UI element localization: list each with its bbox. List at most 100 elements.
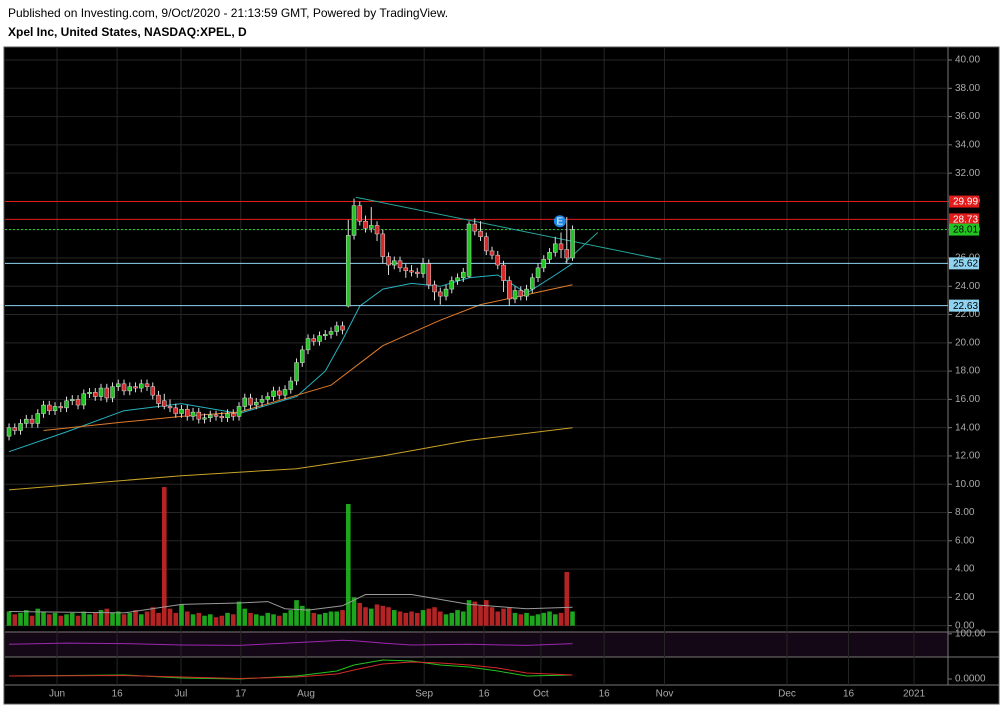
candle-body [231, 413, 236, 417]
candle-body [225, 413, 230, 419]
candle-body [311, 338, 317, 342]
volume-bar [351, 597, 357, 626]
level-label-bg [949, 299, 979, 312]
volume-bar [248, 612, 253, 626]
volume-bar [64, 614, 69, 626]
candle-body [449, 280, 455, 290]
volume-bar [305, 608, 311, 626]
volume-bar [69, 612, 75, 626]
trend-line [355, 196, 662, 260]
candle-body [219, 416, 225, 419]
volume-bar [299, 605, 305, 626]
volume-bar [184, 611, 190, 626]
x-tick-label: Jun [49, 689, 65, 700]
candle-body [495, 254, 501, 266]
candle-body [6, 427, 12, 437]
volume-bar [455, 610, 460, 626]
volume-bar [29, 615, 35, 626]
volume-bar [363, 607, 368, 626]
volume-bar [52, 612, 58, 626]
volume-bar [271, 614, 276, 626]
candle-body [420, 263, 426, 274]
candle-body [518, 290, 524, 297]
level-label: 25.62 [953, 258, 978, 269]
candle-body [139, 383, 144, 389]
candle-body [24, 418, 29, 424]
candle-body [489, 250, 495, 256]
candle-body [386, 256, 391, 266]
y-tick-label: 20.00 [955, 337, 980, 348]
candle-body [472, 223, 478, 232]
candle-body [173, 407, 179, 414]
y-tick-label: 24.00 [955, 281, 980, 292]
candle-body [41, 404, 46, 414]
volume-bar [518, 614, 524, 626]
volume-bar [133, 610, 138, 626]
x-tick-label: Oct [533, 689, 549, 700]
volume-bar [6, 611, 12, 626]
candle-body [58, 406, 64, 409]
candle-body [443, 288, 449, 297]
volume-bar [46, 614, 52, 626]
candle-body [156, 394, 161, 404]
candle-body [236, 406, 242, 417]
x-tick-label: 16 [478, 689, 490, 700]
volume-bar [478, 605, 483, 626]
candle-body [242, 397, 248, 407]
candle-body [530, 277, 535, 290]
volume-bar [541, 612, 547, 626]
symbol-title: Xpel Inc, United States, NASDAQ:XPEL, D [8, 25, 247, 39]
y-tick-label: 12.00 [955, 451, 980, 462]
candle-body [213, 414, 219, 417]
candle-body [288, 380, 294, 390]
candle-body [81, 393, 87, 406]
candle-body [47, 404, 52, 411]
volume-bar [432, 607, 437, 626]
level-label: 22.63 [953, 301, 978, 312]
volume-bar [483, 600, 489, 626]
candle-body [64, 400, 69, 409]
x-tick-label: Jul [175, 689, 188, 700]
volume-bar [173, 612, 179, 626]
candle-body [185, 409, 190, 417]
x-tick-label: 16 [843, 689, 855, 700]
x-tick-label: 2021 [903, 689, 926, 700]
volume-bar [535, 614, 541, 626]
event-label: E [557, 216, 564, 227]
level-label-bg [949, 257, 979, 270]
y-tick-label: 0.00 [955, 620, 975, 631]
y-tick-label: 8.00 [955, 507, 975, 518]
candle-body [553, 243, 558, 253]
volume-bar [334, 611, 340, 626]
candle-body [300, 349, 305, 363]
y-tick-label: 16.00 [955, 394, 980, 405]
candle-body [478, 230, 483, 238]
volume-bar [242, 608, 248, 626]
candle-body [564, 249, 570, 259]
candle-body [415, 271, 420, 274]
candle-body [547, 252, 552, 260]
candle-body [541, 259, 547, 269]
candle-body [403, 267, 409, 271]
y-tick-label: 38.00 [955, 83, 980, 94]
candle-body [380, 233, 386, 257]
x-tick-label: 16 [599, 689, 611, 700]
volume-bar [87, 614, 92, 626]
indicator-line [8, 639, 573, 646]
candle-body [70, 399, 75, 402]
volume-bar [466, 600, 472, 626]
volume-bar [317, 614, 322, 626]
candle-body [484, 236, 489, 252]
volume-bar [98, 610, 104, 626]
candle-body [507, 280, 512, 300]
candle-body [294, 362, 299, 382]
level-label: 29.99 [953, 197, 978, 208]
volume-bar [495, 611, 501, 626]
candle-body [512, 290, 518, 300]
volume-bar [110, 612, 115, 626]
volume-bar [501, 608, 506, 626]
candle-body [558, 243, 564, 250]
header-bg [0, 0, 1000, 45]
candle-body [340, 325, 345, 331]
volume-bar [75, 615, 81, 626]
